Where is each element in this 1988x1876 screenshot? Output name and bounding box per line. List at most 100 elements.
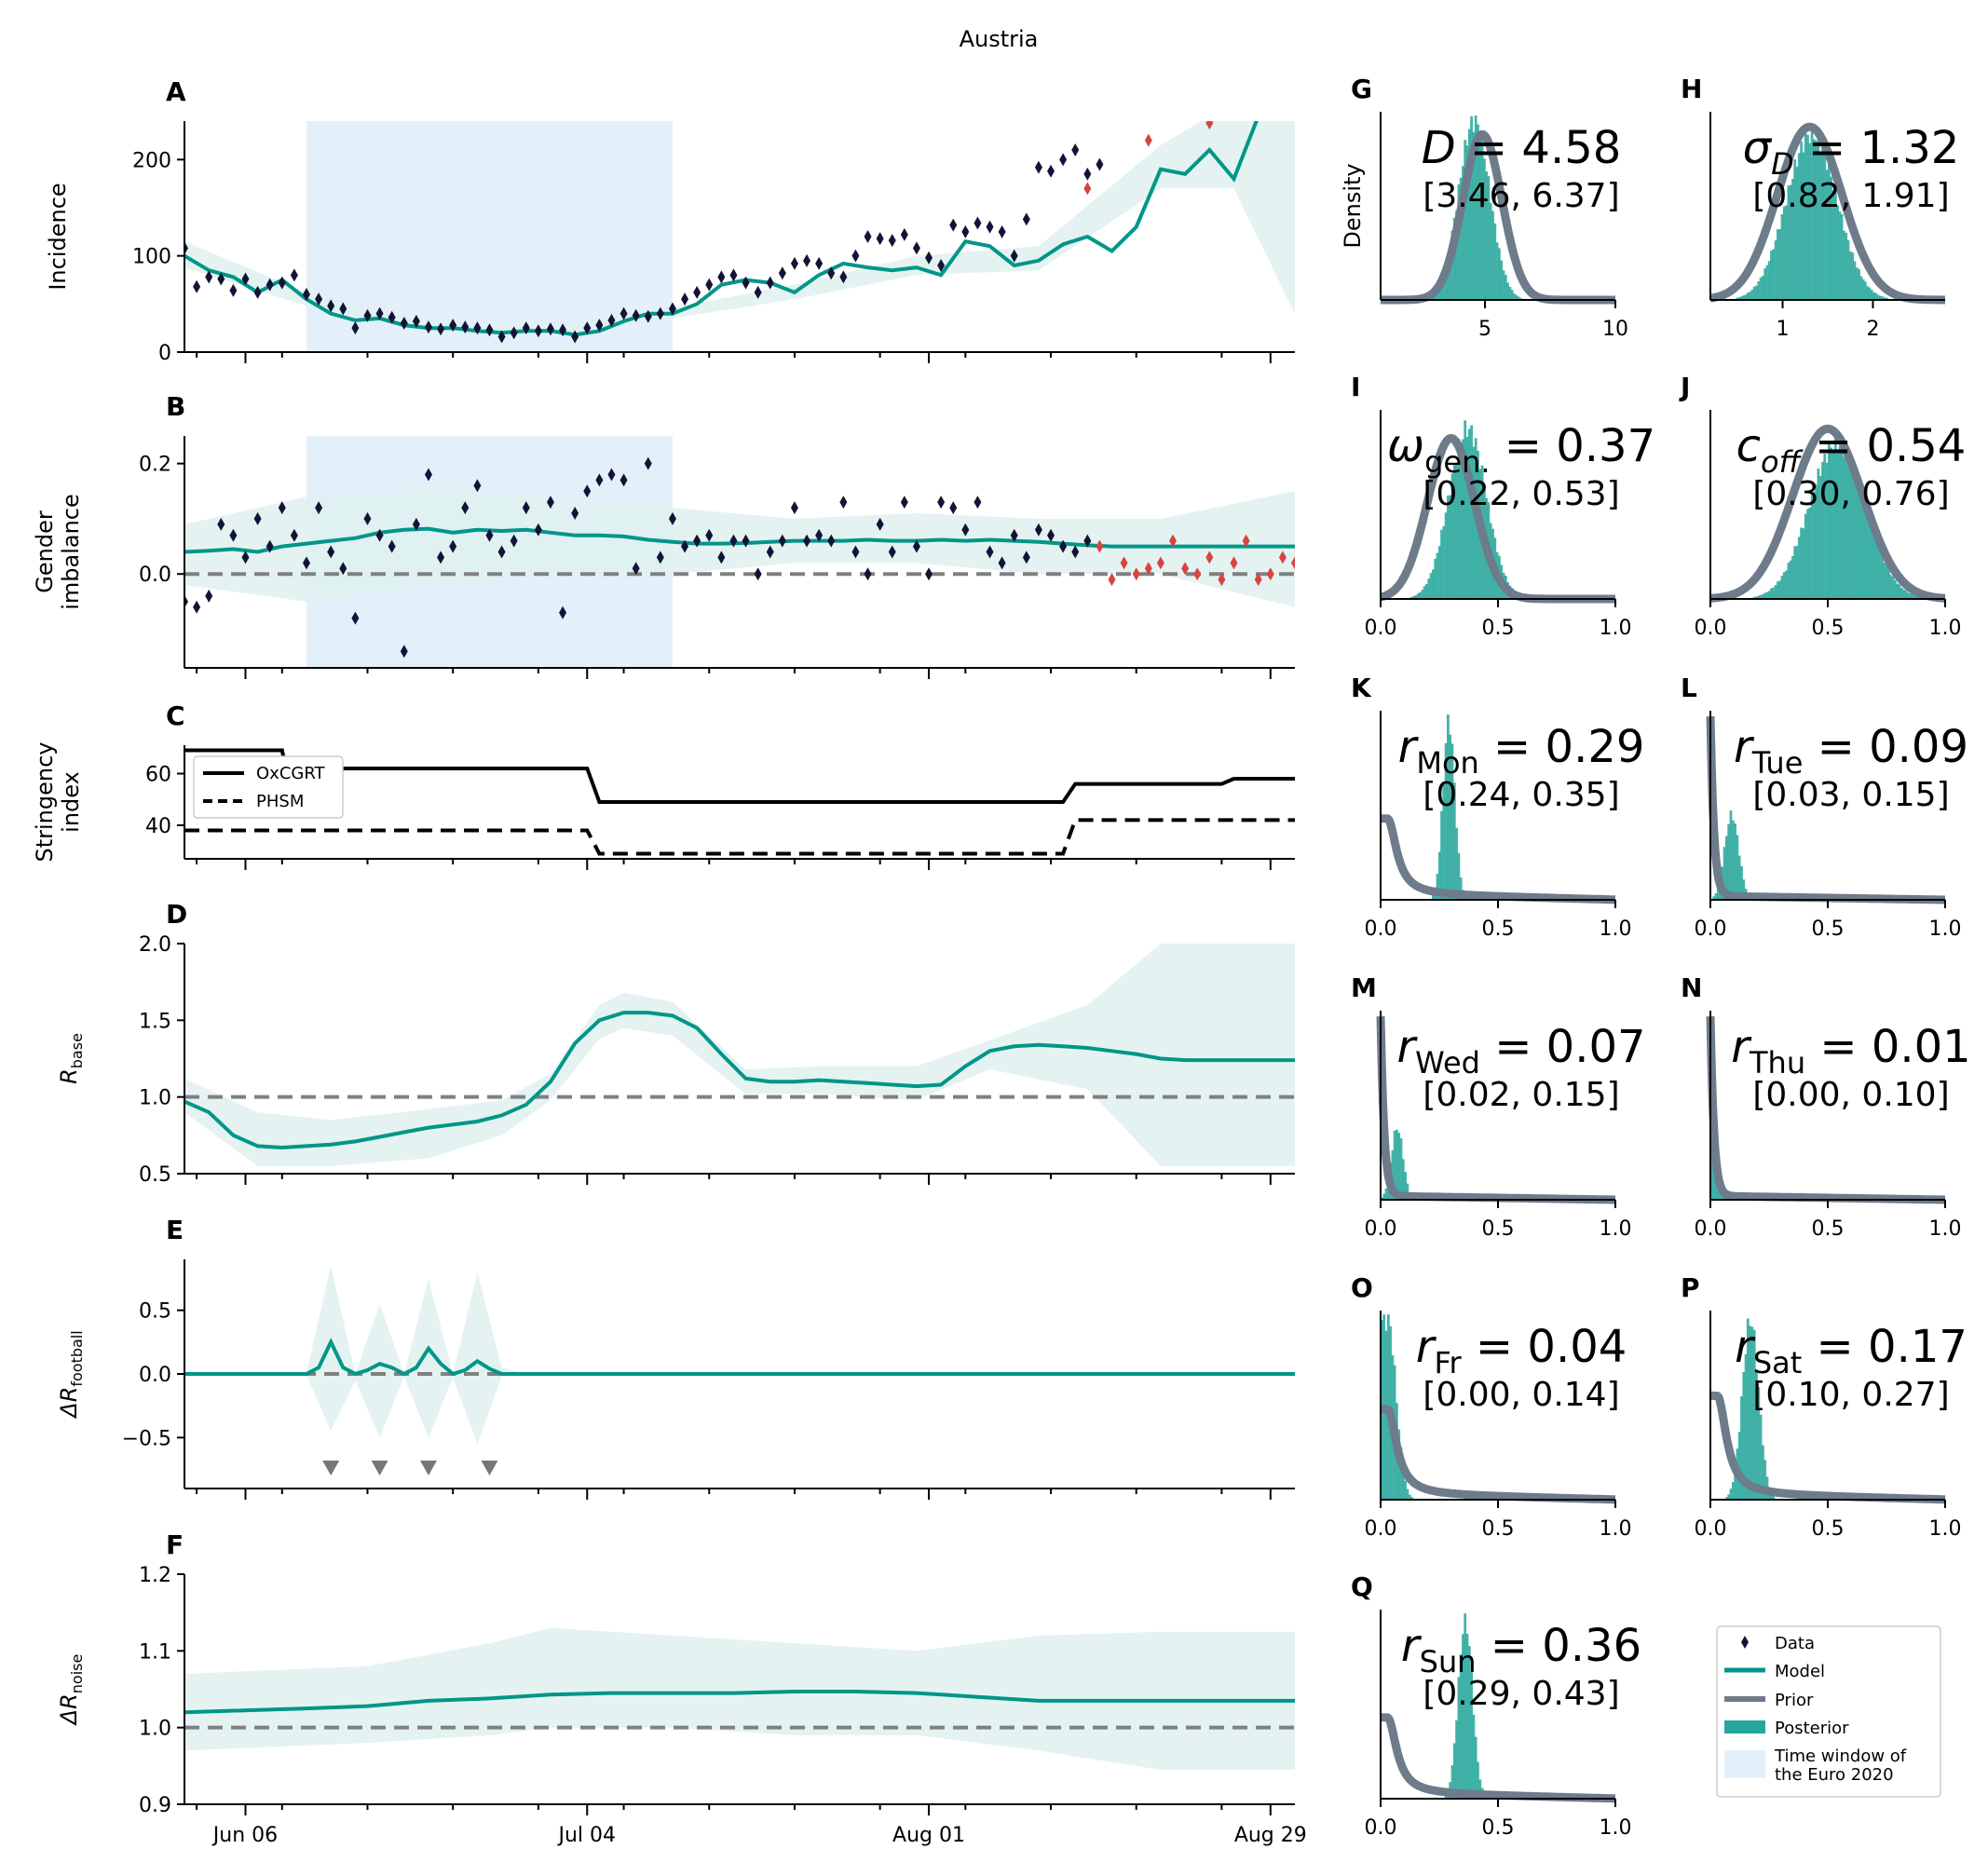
posterior-bar [1823,454,1827,599]
posterior-bar [1780,576,1784,599]
posterior-bar [1425,584,1428,599]
posterior-bar [1746,1318,1750,1500]
y-axis-label: ΔRnoise [56,1654,86,1727]
posterior-bar [1757,595,1761,599]
y-tick-label: 0.0 [139,564,171,587]
posterior-bar [1763,268,1767,300]
stat-value: rSat = 0.17 [1735,1321,1968,1380]
panel-label: C [166,700,185,731]
posterior-bar [1759,594,1763,599]
posterior-bar [1802,152,1805,300]
data-point [632,562,640,576]
y-label-main: ΔR [56,1387,82,1420]
data-point [607,313,616,327]
posterior-bar [1491,211,1494,300]
posterior-bar [1845,232,1848,300]
time-series-panels: 0 100 200 A Incidence 0.0 0.2 B Genderimbalance 4… [32,76,1307,1847]
posterior-bar [1818,152,1822,300]
match-marker [419,1461,437,1475]
data-point [1083,534,1092,548]
stat-symbol: r [1396,1021,1418,1073]
posterior-bar [1710,1152,1713,1201]
data-point [315,292,323,306]
panel-label: P [1681,1272,1700,1303]
posterior-bar [1870,290,1873,300]
posterior-bar [1462,439,1464,599]
data-point [437,551,445,564]
data-point [754,567,762,581]
posterior-bar [1868,287,1872,300]
posterior-bar [1457,1677,1461,1799]
data-point [363,308,372,322]
credible-interval: [0.00, 0.10] [1752,1076,1949,1114]
posterior-bar [1774,585,1777,599]
data-point [656,551,664,564]
data-point [253,511,262,525]
x-tick-label: 1.0 [1929,617,1962,640]
data-point [656,306,664,320]
posterior-bar [1436,552,1439,599]
data-point [803,253,811,267]
data-point [668,302,676,316]
data-point [327,545,335,559]
data-point [534,324,542,338]
data-point [522,501,530,515]
y-tick-label: 0 [158,342,171,365]
stat-number: = 0.37 [1491,420,1656,472]
future-data-point [1133,105,1140,118]
data-point [839,270,848,284]
x-tick-label: 1 [1777,318,1790,341]
posterior-bar [1813,139,1816,300]
posterior-bar [1414,595,1418,599]
posterior-bar [1872,536,1875,599]
data-point [961,224,970,238]
stat-symbol: r [1731,1021,1752,1073]
plot-area-F [184,1627,1295,1770]
posterior-bar [1470,1671,1473,1799]
data-point [998,556,1006,570]
data-point [278,501,286,515]
posterior-bar [1508,287,1512,300]
stat-number: = 1.32 [1794,122,1960,174]
data-point [937,496,946,510]
legend-euro-patch [1724,1750,1765,1778]
posterior-bar [1782,206,1786,300]
posterior-bar [1504,275,1507,300]
future-data-point [1120,556,1128,570]
panel-label: N [1681,972,1702,1003]
posterior-bar [1478,1779,1482,1799]
data-point [253,285,262,299]
posterior-bar [1817,130,1820,300]
posterior-bar [1821,146,1824,300]
posterior-bar [1740,296,1743,300]
posterior-bar [1833,435,1837,599]
posterior-bar [1457,852,1461,900]
posterior-bar [1465,436,1469,599]
panel-label: E [166,1215,184,1245]
y-tick-label: 60 [145,764,171,787]
posterior-bar [1716,886,1720,900]
posterior-bar [1447,714,1450,900]
posterior-bar [1750,290,1754,300]
data-point [912,539,920,553]
future-data-point [1205,121,1214,130]
x-tick-label: 0.5 [1812,617,1845,640]
y-label-sub: base [68,1033,86,1068]
model-line [184,1338,1295,1377]
data-point [717,270,726,284]
data-point [693,285,701,299]
posterior-bar [1843,456,1845,599]
x-tick-label: Aug 29 [1234,1824,1307,1847]
data-point [1034,523,1042,537]
posterior-bar [1851,457,1854,599]
posterior-bar [1746,292,1750,300]
x-tick-label: 10 [1602,318,1628,341]
panel-label: Q [1351,1571,1373,1602]
stat-subscript: D [1771,146,1794,182]
posterior-bar [1731,1482,1735,1500]
posterior-bar [1767,591,1771,599]
posterior-bar [1881,552,1885,599]
data-point [961,523,970,537]
